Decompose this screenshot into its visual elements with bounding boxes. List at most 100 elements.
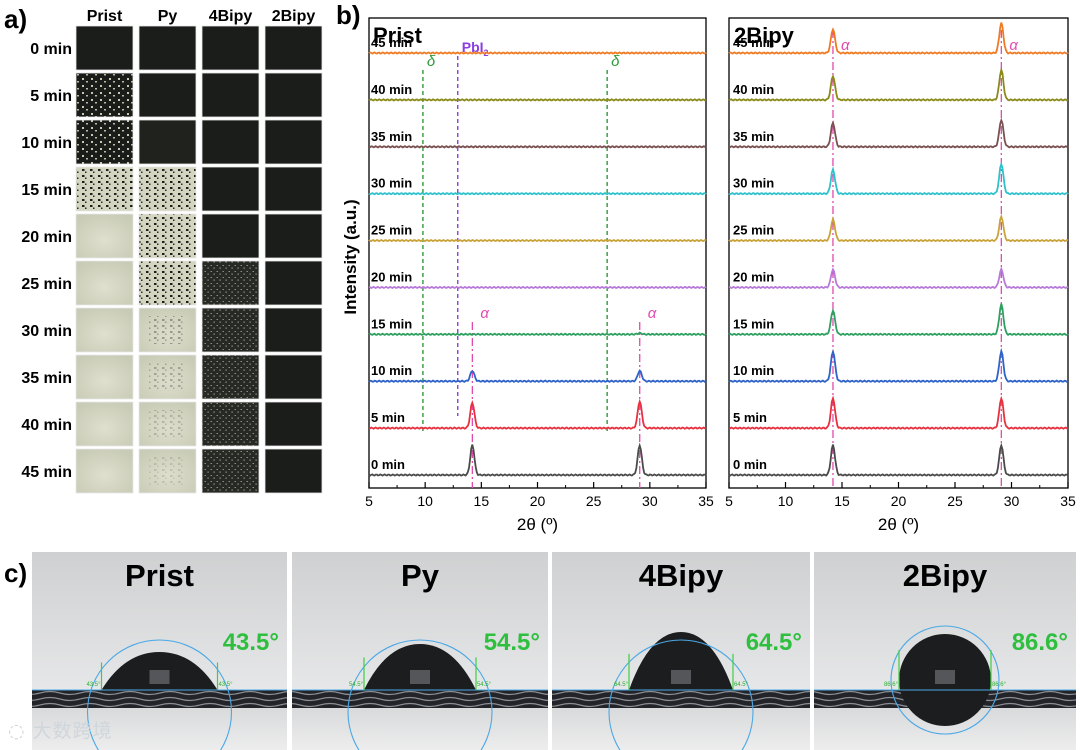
droplet — [364, 644, 476, 690]
sample-photo — [201, 448, 260, 494]
column-header: 4Bipy — [209, 8, 253, 25]
contact-angle-photo: 54.5° 54.5° Py 54.5° — [292, 552, 548, 750]
x-axis-label: 2θ (º) — [517, 515, 558, 534]
small-angle-label: 86.6° — [884, 682, 899, 688]
reference-line-label: α — [648, 305, 657, 322]
x-tick-label: 15 — [474, 493, 490, 509]
chart-title: 2Bipy — [734, 23, 795, 48]
xrd-trace — [368, 192, 707, 196]
xrd-trace — [728, 22, 1069, 55]
series-label: 0 min — [733, 457, 767, 472]
x-tick-label: 30 — [1004, 493, 1020, 509]
small-angle-label: 54.5° — [477, 682, 492, 688]
panel-b-label: b) — [336, 0, 361, 30]
xrd-trace — [728, 442, 1069, 477]
sample-photo — [201, 72, 260, 118]
small-angle-label: 54.5° — [349, 682, 364, 688]
watermark-text: 大数跨境 — [32, 720, 113, 742]
droplet-highlight — [410, 670, 430, 684]
xrd-chart-2bipy: 2Bipy α α 0 min 5 min 10 min 15 min 20 min 25 mi… — [725, 17, 1076, 534]
series-label: 40 min — [371, 82, 412, 97]
chart-title: Prist — [373, 23, 423, 48]
contact-angle-value: 54.5° — [484, 629, 540, 656]
residual-black-phase — [149, 457, 186, 485]
panel-c-contact-angle: 43.5° 43.5° Prist 43.5° 54.5° 54.5° Py 54.5° 64.… — [32, 552, 1076, 750]
residual-black-phase — [149, 410, 186, 438]
xrd-trace — [728, 266, 1069, 290]
sample-photo — [75, 25, 134, 71]
sample-name: 4Bipy — [639, 558, 724, 593]
xrd-trace — [368, 51, 707, 55]
droplet-highlight — [149, 670, 170, 684]
xrd-trace — [728, 303, 1069, 336]
sample-photo — [201, 354, 260, 400]
x-tick-label: 5 — [725, 493, 733, 509]
sample-photo — [264, 354, 323, 400]
panel-a-photo-grid: Prist Py 4Bipy 2Bipy 0 min 5 min 10 min 15 min 2… — [21, 8, 323, 494]
sample-photo — [201, 119, 260, 165]
fit-circle — [347, 639, 493, 750]
x-tick-label: 25 — [947, 493, 963, 509]
row-label: 0 min — [30, 41, 72, 58]
droplet — [629, 632, 733, 690]
row-label: 35 min — [21, 370, 72, 387]
sample-photo — [264, 448, 323, 494]
row-label: 40 min — [21, 417, 72, 434]
sample-photo — [264, 72, 323, 118]
x-axis-label: 2θ (º) — [878, 515, 919, 534]
series-label: 25 min — [733, 223, 774, 238]
fit-circle — [890, 625, 1000, 735]
xrd-trace — [728, 161, 1069, 196]
small-angle-label: 43.5° — [86, 682, 101, 688]
series-label: 45 min — [733, 35, 774, 50]
substrate — [32, 690, 287, 708]
sample-photo — [201, 25, 260, 71]
sample-photo — [138, 166, 197, 212]
reference-line-label: α — [1009, 37, 1018, 54]
sample-photo — [75, 119, 134, 165]
sample-photo — [264, 401, 323, 447]
reference-line-label: α — [841, 37, 850, 54]
contact-angle-photo: 86.6° 86.6° 2Bipy 86.6° — [814, 552, 1076, 750]
column-header: Py — [158, 8, 178, 25]
sample-photo — [75, 213, 134, 259]
x-tick-label: 20 — [530, 493, 546, 509]
xrd-trace — [368, 331, 707, 336]
xrd-trace — [368, 238, 707, 243]
sample-name: Py — [401, 558, 440, 593]
sample-photo — [201, 260, 260, 306]
xrd-trace — [368, 442, 707, 477]
sample-photo — [75, 72, 134, 118]
x-tick-label: 10 — [417, 493, 433, 509]
series-label: 20 min — [733, 269, 774, 284]
sample-photo — [264, 307, 323, 353]
series-label: 10 min — [371, 363, 412, 378]
x-tick-label: 15 — [834, 493, 850, 509]
reference-line-label: PbI2 — [462, 39, 489, 58]
series-label: 40 min — [733, 82, 774, 97]
xrd-trace — [368, 285, 707, 290]
xrd-trace — [728, 395, 1069, 430]
xrd-trace — [368, 98, 707, 102]
panel-b-ylabel: Intensity (a.u.) — [341, 199, 360, 314]
droplet-highlight — [935, 670, 955, 684]
watermark-logo-icon: ◌ — [8, 720, 26, 742]
series-label: 35 min — [733, 129, 774, 144]
series-label: 25 min — [371, 223, 412, 238]
row-label: 45 min — [21, 464, 72, 481]
plot-frame — [368, 17, 707, 489]
series-label: 5 min — [371, 410, 405, 425]
sample-photo — [75, 448, 134, 494]
contact-angle-photo: 43.5° 43.5° Prist 43.5° — [32, 552, 287, 750]
row-label: 10 min — [21, 135, 72, 152]
contact-angle-value: 86.6° — [1012, 629, 1068, 656]
sample-photo — [264, 260, 323, 306]
residual-black-phase — [149, 316, 186, 344]
sample-photo — [264, 119, 323, 165]
row-label: 15 min — [21, 182, 72, 199]
x-tick-label: 25 — [586, 493, 602, 509]
xrd-trace — [729, 117, 1069, 149]
xrd-trace — [369, 145, 707, 149]
small-angle-label: 64.5° — [734, 682, 749, 688]
